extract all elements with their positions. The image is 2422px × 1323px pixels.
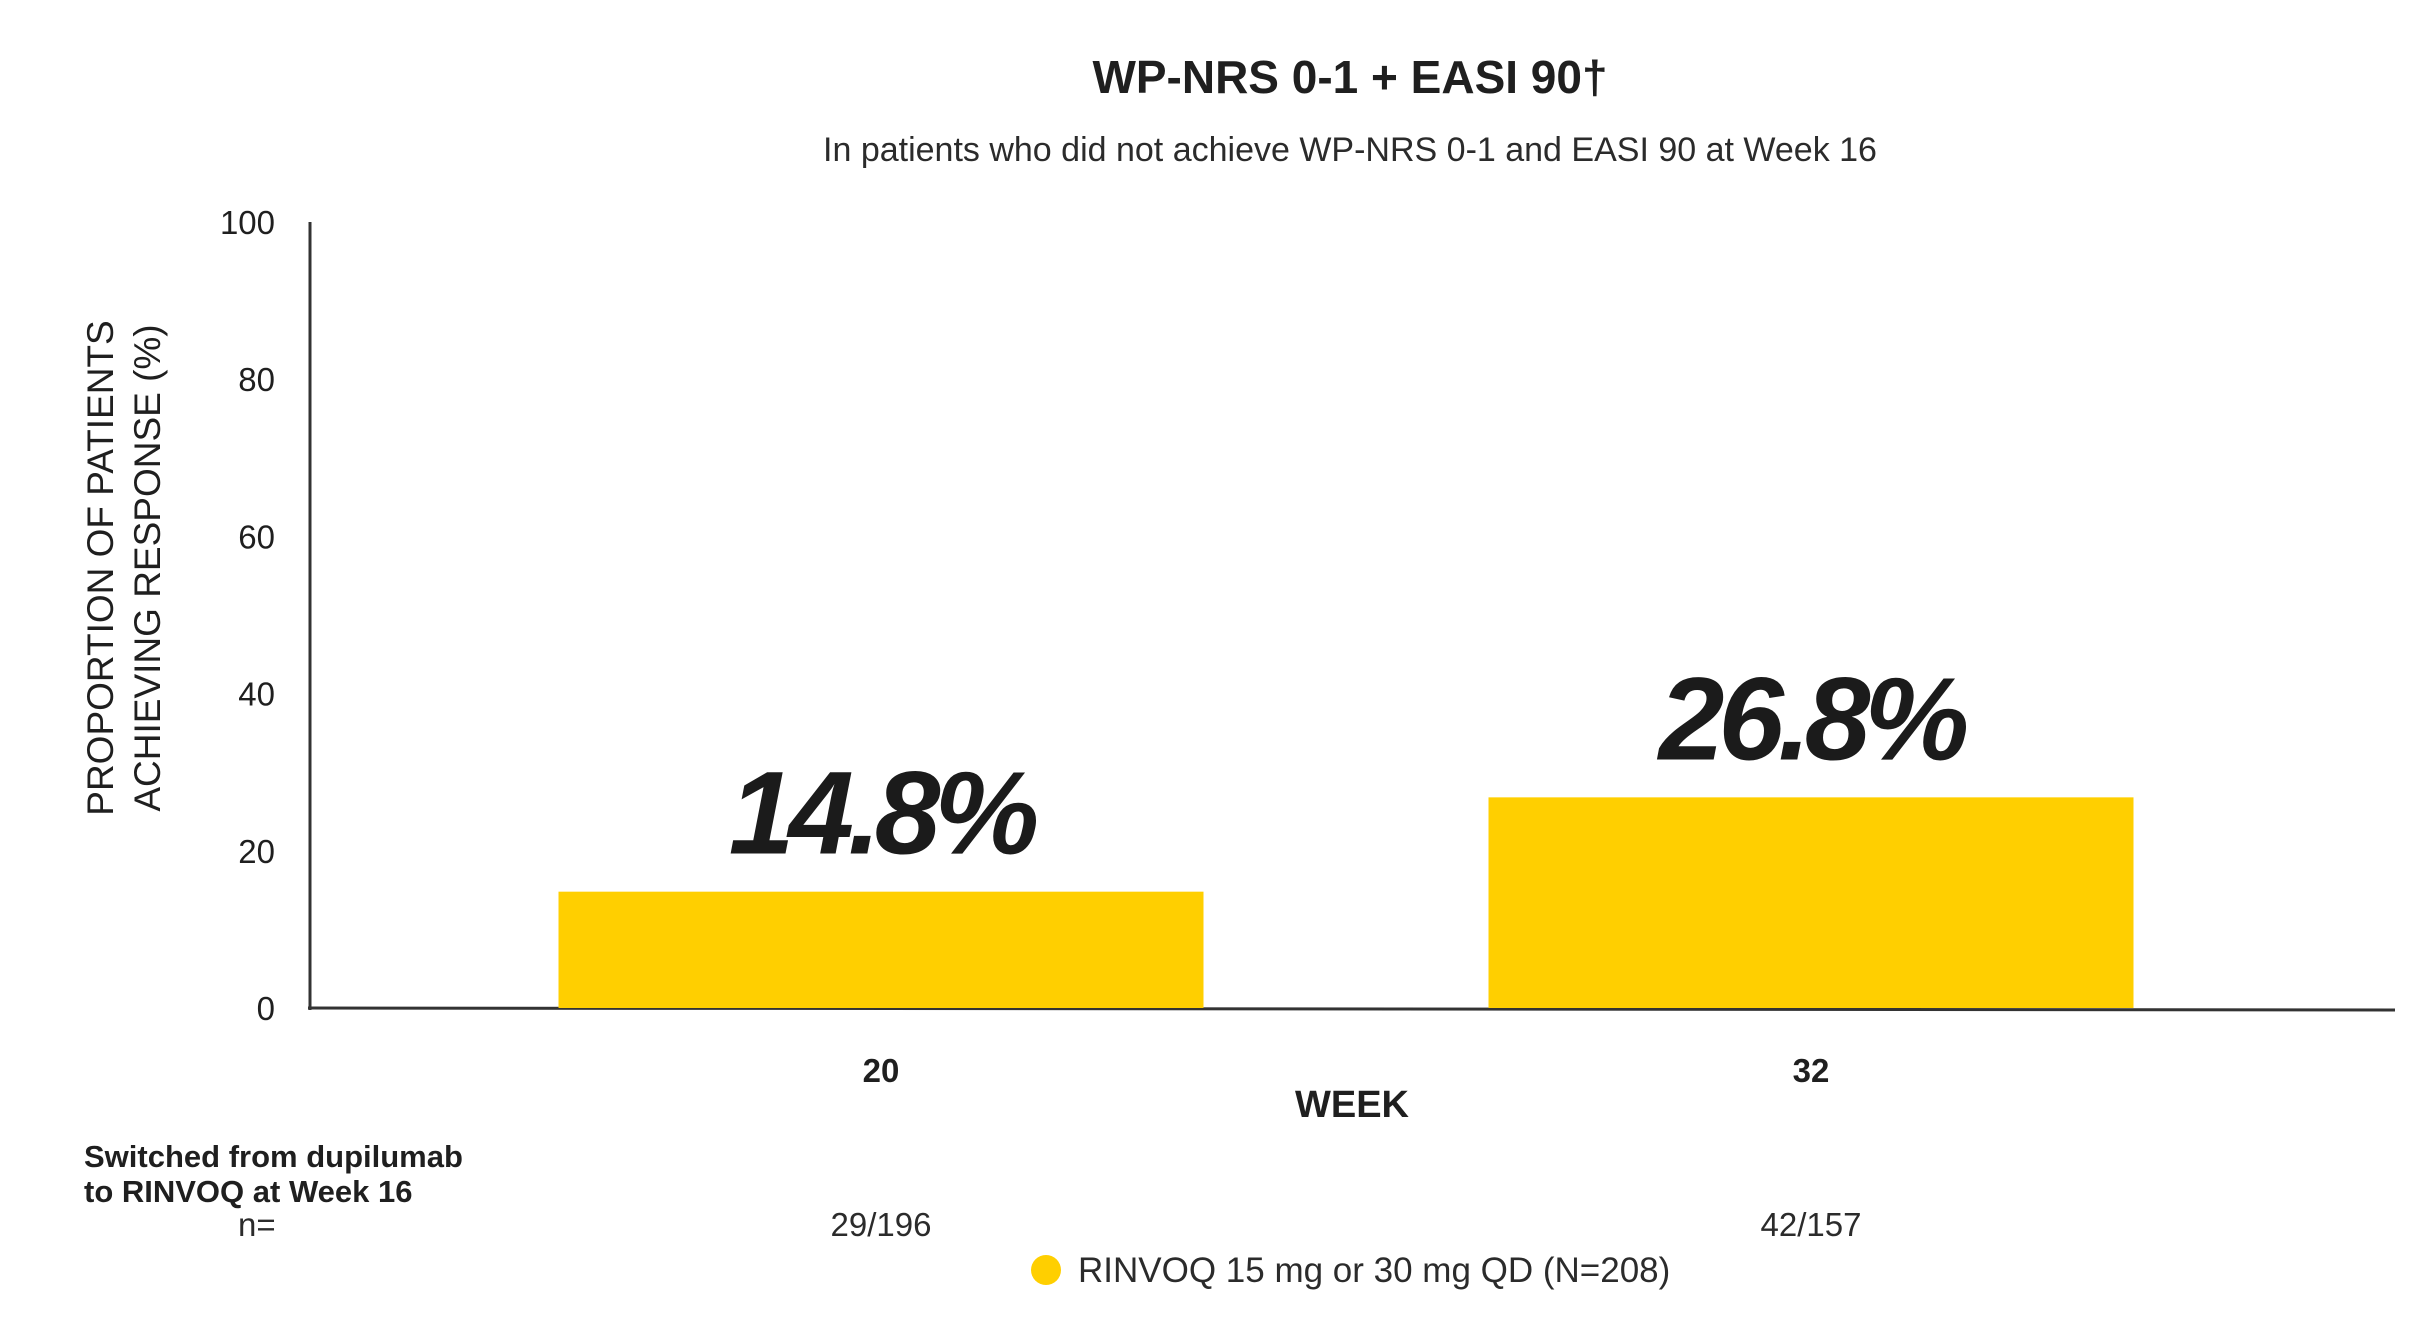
- n-label: n=: [238, 1206, 276, 1243]
- y-axis-label-line-2: ACHIEVING RESPONSE (%): [127, 324, 168, 811]
- x-tick-label-week-20: 20: [863, 1052, 900, 1089]
- footnote-line-2: to RINVOQ at Week 16: [84, 1174, 412, 1209]
- n-count-week-20: 29/196: [831, 1206, 932, 1243]
- x-tick-label-week-32: 32: [1793, 1052, 1830, 1089]
- data-labels: 14.8% 26.8%: [729, 653, 1973, 880]
- y-axis-label-line-1: PROPORTION OF PATIENTS: [80, 320, 121, 815]
- x-axis-label: WEEK: [1295, 1084, 1410, 1126]
- chart-subtitle: In patients who did not achieve WP-NRS 0…: [823, 131, 1877, 169]
- bar-week-20: [558, 891, 1204, 1008]
- legend: RINVOQ 15 mg or 30 mg QD (N=208): [1031, 1251, 1670, 1290]
- n-count-week-32: 42/157: [1761, 1206, 1862, 1243]
- footnote-line-1: Switched from dupilumab: [84, 1139, 463, 1174]
- y-tick-label: 60: [238, 518, 275, 555]
- y-axis-ticks: 0 20 40 60 80 100: [220, 204, 275, 1027]
- bar-week-32: [1488, 797, 2134, 1008]
- y-tick-label: 0: [257, 990, 275, 1027]
- y-tick-label: 20: [238, 833, 275, 870]
- y-axis-label: PROPORTION OF PATIENTS ACHIEVING RESPONS…: [80, 320, 168, 815]
- x-axis-tick-labels: 20 32: [863, 1052, 1830, 1089]
- y-tick-label: 80: [238, 361, 275, 398]
- y-tick-label: 100: [220, 204, 275, 241]
- legend-marker: [1031, 1255, 1061, 1285]
- legend-label: RINVOQ 15 mg or 30 mg QD (N=208): [1078, 1251, 1670, 1290]
- y-tick-label: 40: [238, 676, 275, 713]
- chart-title: WP-NRS 0-1 + EASI 90†: [1092, 51, 1607, 103]
- data-label-week-20: 14.8%: [729, 748, 1037, 880]
- data-label-week-32: 26.8%: [1657, 653, 1967, 785]
- n-counts: 29/196 42/157: [831, 1206, 1862, 1243]
- bars: [558, 797, 2134, 1008]
- x-axis-line: [307, 1006, 2396, 1012]
